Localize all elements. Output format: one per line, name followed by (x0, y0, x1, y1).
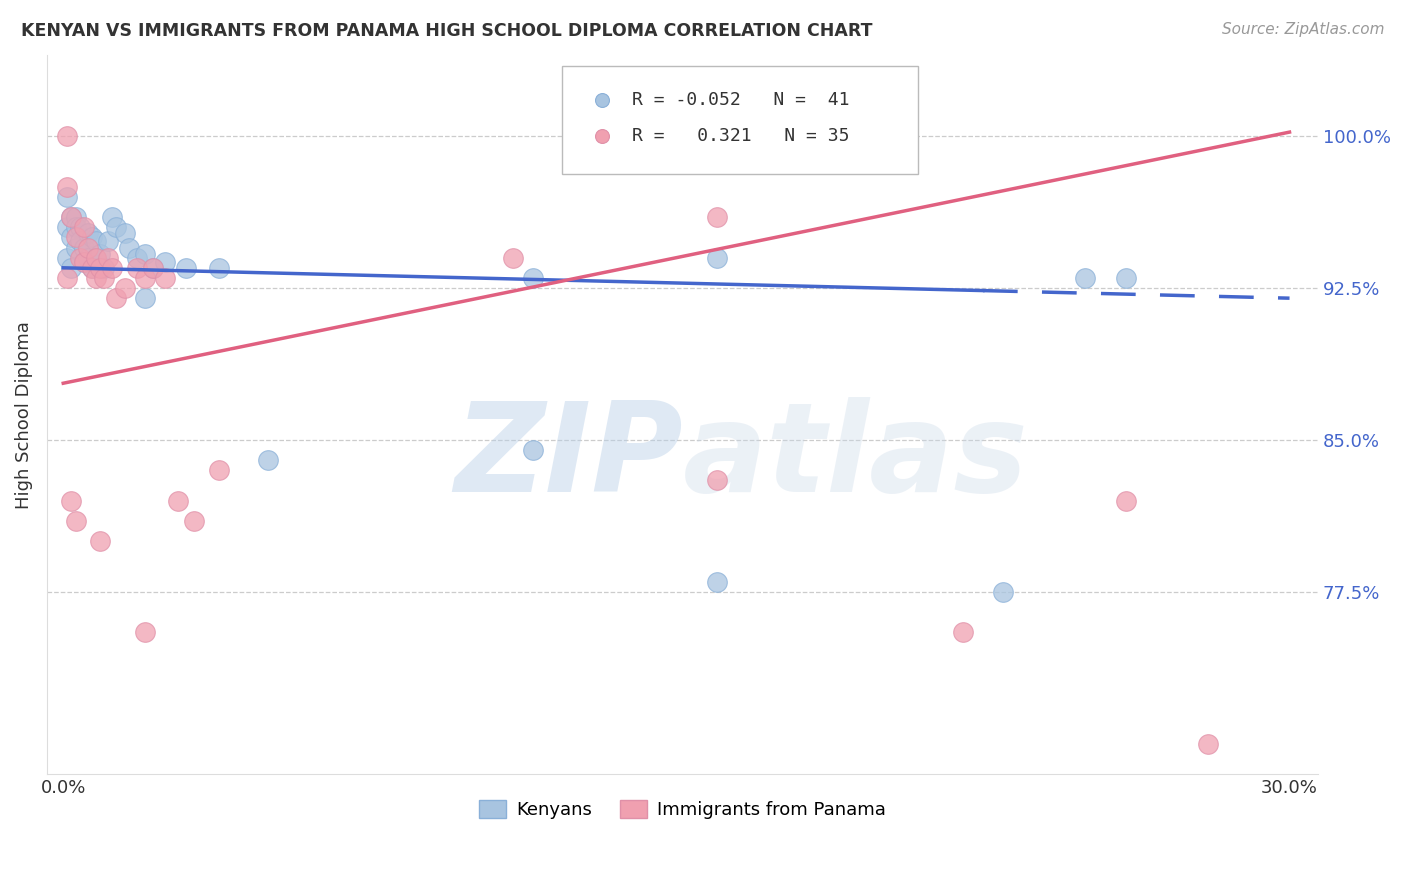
Point (706, 474, 728, 488)
Point (80, 260, 103, 275)
Point (65, 210, 87, 224)
Point (60, 260, 83, 275)
Point (125, 251, 148, 265)
Point (73, 254, 96, 268)
Point (69, 235, 91, 249)
Point (60, 493, 83, 508)
Point (89, 260, 111, 275)
Point (706, 210, 728, 224)
Point (56, 220, 79, 235)
Text: R =   0.321   N = 35: R = 0.321 N = 35 (631, 128, 849, 145)
Point (69, 251, 91, 265)
Point (105, 220, 128, 235)
Point (142, 260, 165, 275)
Point (134, 246, 156, 260)
Point (65, 220, 87, 235)
Point (1115, 493, 1137, 508)
Point (60, 210, 83, 224)
Point (134, 625, 156, 640)
FancyBboxPatch shape (562, 66, 918, 174)
Point (1074, 271, 1097, 285)
Point (114, 227, 136, 241)
Point (65, 230, 87, 244)
Point (134, 271, 156, 285)
Point (93, 260, 115, 275)
Text: KENYAN VS IMMIGRANTS FROM PANAMA HIGH SCHOOL DIPLOMA CORRELATION CHART: KENYAN VS IMMIGRANTS FROM PANAMA HIGH SC… (21, 22, 873, 40)
Point (993, 585, 1015, 599)
Point (1197, 737, 1219, 751)
Point (97, 251, 120, 265)
Point (60, 210, 83, 224)
Point (105, 291, 128, 305)
Point (706, 574, 728, 589)
Point (56, 179, 79, 194)
Point (174, 260, 197, 275)
Point (256, 453, 278, 467)
Point (117, 241, 139, 255)
Point (93, 271, 115, 285)
Point (89, 246, 111, 260)
Point (65, 514, 87, 528)
Point (142, 260, 165, 275)
Point (97, 235, 120, 249)
Point (73, 220, 96, 235)
Point (166, 493, 188, 508)
Point (76, 251, 98, 265)
Point (84, 251, 107, 265)
Point (183, 514, 205, 528)
Point (69, 220, 91, 235)
Point (522, 443, 544, 458)
Point (101, 210, 124, 224)
Point (60, 230, 83, 244)
Point (80, 260, 103, 275)
Point (101, 260, 124, 275)
Point (56, 190, 79, 204)
Point (56, 251, 79, 265)
Point (706, 251, 728, 265)
Point (1115, 271, 1137, 285)
Point (65, 241, 87, 255)
Point (952, 625, 974, 640)
Point (207, 260, 229, 275)
Point (84, 251, 107, 265)
Text: R = -0.052   N =  41: R = -0.052 N = 41 (631, 92, 849, 110)
Point (125, 260, 148, 275)
Y-axis label: High School Diploma: High School Diploma (15, 321, 32, 508)
Point (76, 241, 98, 255)
Point (207, 463, 229, 477)
Point (73, 241, 96, 255)
Point (155, 271, 177, 285)
Text: Source: ZipAtlas.com: Source: ZipAtlas.com (1222, 22, 1385, 37)
Text: atlas: atlas (682, 397, 1028, 518)
Point (84, 271, 107, 285)
Point (155, 254, 177, 268)
Point (89, 534, 111, 549)
Point (56, 271, 79, 285)
Text: ZIP: ZIP (454, 397, 682, 518)
Point (80, 230, 103, 244)
Point (73, 254, 96, 268)
Legend: Kenyans, Immigrants from Panama: Kenyans, Immigrants from Panama (471, 792, 894, 826)
Point (502, 251, 524, 265)
Point (134, 291, 156, 305)
Point (56, 129, 79, 144)
Point (76, 227, 98, 241)
Point (522, 271, 544, 285)
Point (84, 235, 107, 249)
Point (114, 281, 136, 295)
